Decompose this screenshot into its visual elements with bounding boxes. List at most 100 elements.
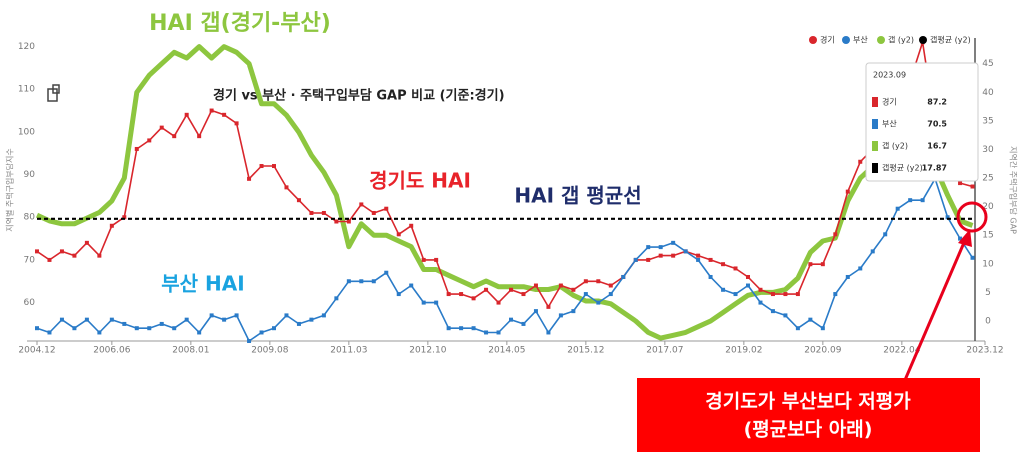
point (533, 309, 538, 314)
x-tick-label: 2012.10 (409, 346, 446, 356)
highlight-circle (956, 201, 988, 233)
point (284, 185, 289, 190)
point (47, 257, 52, 262)
legend-label: 부산 (853, 35, 868, 45)
point (958, 236, 963, 241)
point (47, 330, 52, 335)
point (608, 292, 613, 297)
tooltip-swatch (872, 119, 878, 129)
point (459, 326, 464, 331)
tooltip-label: 부산 (882, 119, 897, 129)
y2-tick-label: 35 (982, 116, 993, 126)
y2-tick-label: 10 (982, 259, 994, 269)
x-tick-label: 2008.01 (172, 346, 209, 356)
point (733, 292, 738, 297)
tooltip-swatch (872, 141, 878, 151)
point (72, 253, 77, 258)
point (234, 121, 239, 126)
point (296, 198, 301, 203)
tooltip-swatch (872, 163, 878, 173)
point (746, 283, 750, 288)
point (459, 292, 464, 297)
point (521, 292, 526, 297)
x-tick-label: 2011.03 (330, 346, 367, 356)
legend-marker (809, 36, 817, 44)
y2-tick-label: 5 (985, 288, 991, 298)
point (396, 292, 401, 297)
point (558, 283, 563, 288)
point (509, 317, 513, 322)
callout-text: (평균보다 아래) (744, 419, 873, 441)
legend-marker (919, 36, 927, 44)
point (496, 330, 501, 335)
point (920, 198, 925, 203)
point (783, 292, 788, 297)
tooltip: 2023.09 경기 87.2 부산 70.5 갭 (y2) 16.7 갭평균 (y2)17.… (865, 62, 979, 182)
point (509, 287, 513, 292)
point (496, 300, 501, 305)
annotation: HAI 갭(경기-부산) (149, 11, 331, 36)
point (197, 330, 202, 335)
annotation: HAI 갭 평균선 (514, 184, 641, 208)
point (708, 274, 713, 279)
point (309, 317, 314, 322)
point (272, 326, 276, 331)
point (434, 300, 439, 305)
point (359, 202, 364, 207)
legend-label: 경기 (820, 35, 835, 45)
point (733, 266, 738, 271)
point (59, 249, 64, 254)
point (958, 181, 963, 186)
point (671, 253, 676, 258)
point (172, 326, 177, 331)
point (633, 257, 638, 262)
point (247, 339, 252, 343)
point (35, 326, 39, 331)
point (446, 326, 451, 331)
legend-label: 갭 (y2) (888, 35, 914, 45)
point (608, 283, 613, 288)
point (833, 292, 838, 297)
point (234, 313, 239, 318)
point (596, 300, 601, 305)
point (409, 223, 414, 228)
callout-box (637, 378, 980, 452)
point (758, 300, 763, 305)
point (908, 198, 913, 203)
point (59, 317, 64, 322)
point (134, 326, 139, 331)
point (197, 134, 202, 139)
point (770, 309, 775, 314)
x-tick-label: 2014.05 (488, 346, 525, 356)
point (596, 279, 601, 284)
y-tick-label: 120 (18, 42, 35, 52)
point (708, 257, 713, 262)
point (571, 309, 576, 314)
point (721, 287, 726, 292)
callout-text: 경기도가 부산보다 저평가 (705, 391, 911, 413)
series-line (35, 44, 974, 341)
point (783, 313, 788, 318)
tooltip-label: 갭평균 (y2) (882, 163, 923, 173)
point (471, 326, 476, 331)
point (321, 210, 326, 215)
point (671, 240, 676, 245)
point (820, 326, 825, 331)
point (122, 321, 127, 326)
point (858, 266, 863, 271)
series-line (36, 178, 974, 342)
y-tick-label: 70 (24, 255, 36, 265)
point (84, 240, 89, 245)
point (222, 112, 227, 117)
point (209, 108, 214, 113)
point (371, 210, 376, 215)
tooltip-value: 70.5 (927, 120, 947, 129)
x-tick-label: 2023.12 (966, 346, 1003, 356)
tooltip-swatch (872, 97, 878, 107)
point (334, 219, 339, 224)
x-tick-label: 2015.12 (567, 346, 604, 356)
tooltip-label: 경기 (882, 97, 897, 107)
point (658, 245, 663, 250)
x-tick-label: 2004.12 (18, 346, 55, 356)
